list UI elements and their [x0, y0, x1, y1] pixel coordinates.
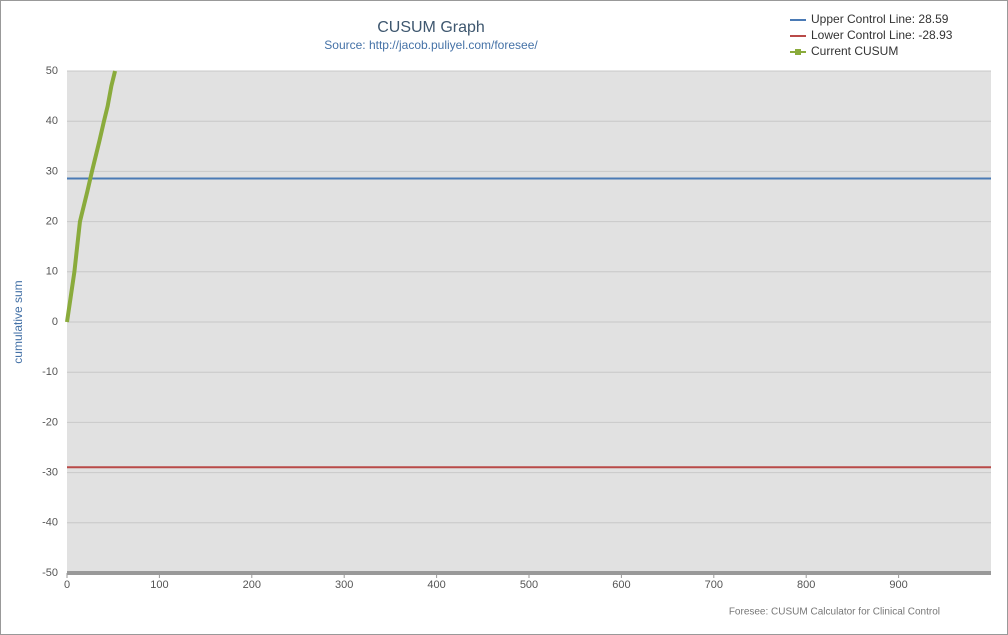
y-tick-label: 50: [46, 65, 58, 77]
legend-marker: [795, 49, 801, 55]
x-tick-label: 800: [797, 579, 815, 591]
legend-label: Lower Control Line: -28.93: [811, 28, 953, 42]
legend-label: Current CUSUM: [811, 44, 898, 58]
x-tick-label: 100: [150, 579, 168, 591]
x-tick-label: 200: [243, 579, 261, 591]
y-tick-label: 20: [46, 216, 58, 228]
series-line: [65, 70, 117, 323]
y-axis-label: cumulative sum: [11, 280, 25, 363]
x-tick-label: 500: [520, 579, 538, 591]
y-tick-label: -10: [42, 366, 58, 378]
y-tick-label: -50: [42, 567, 58, 579]
x-tick-label: 600: [612, 579, 630, 591]
chart-subtitle: Source: http://jacob.puliyel.com/foresee…: [324, 38, 538, 52]
y-tick-label: 10: [46, 266, 58, 278]
x-tick-label: 900: [889, 579, 907, 591]
credit: Foresee: CUSUM Calculator for Clinical C…: [729, 607, 940, 618]
x-tick-label: 700: [705, 579, 723, 591]
x-tick-label: 300: [335, 579, 353, 591]
y-tick-label: 30: [46, 165, 58, 177]
x-tick-label: 0: [64, 579, 70, 591]
legend-label: Upper Control Line: 28.59: [811, 12, 949, 26]
y-tick-label: 40: [46, 115, 58, 127]
y-tick-label: 0: [52, 316, 58, 328]
y-tick-label: -20: [42, 416, 58, 428]
chart-title: CUSUM Graph: [377, 19, 485, 36]
y-tick-label: -40: [42, 517, 58, 529]
y-tick-label: -30: [42, 467, 58, 479]
x-tick-label: 400: [427, 579, 445, 591]
